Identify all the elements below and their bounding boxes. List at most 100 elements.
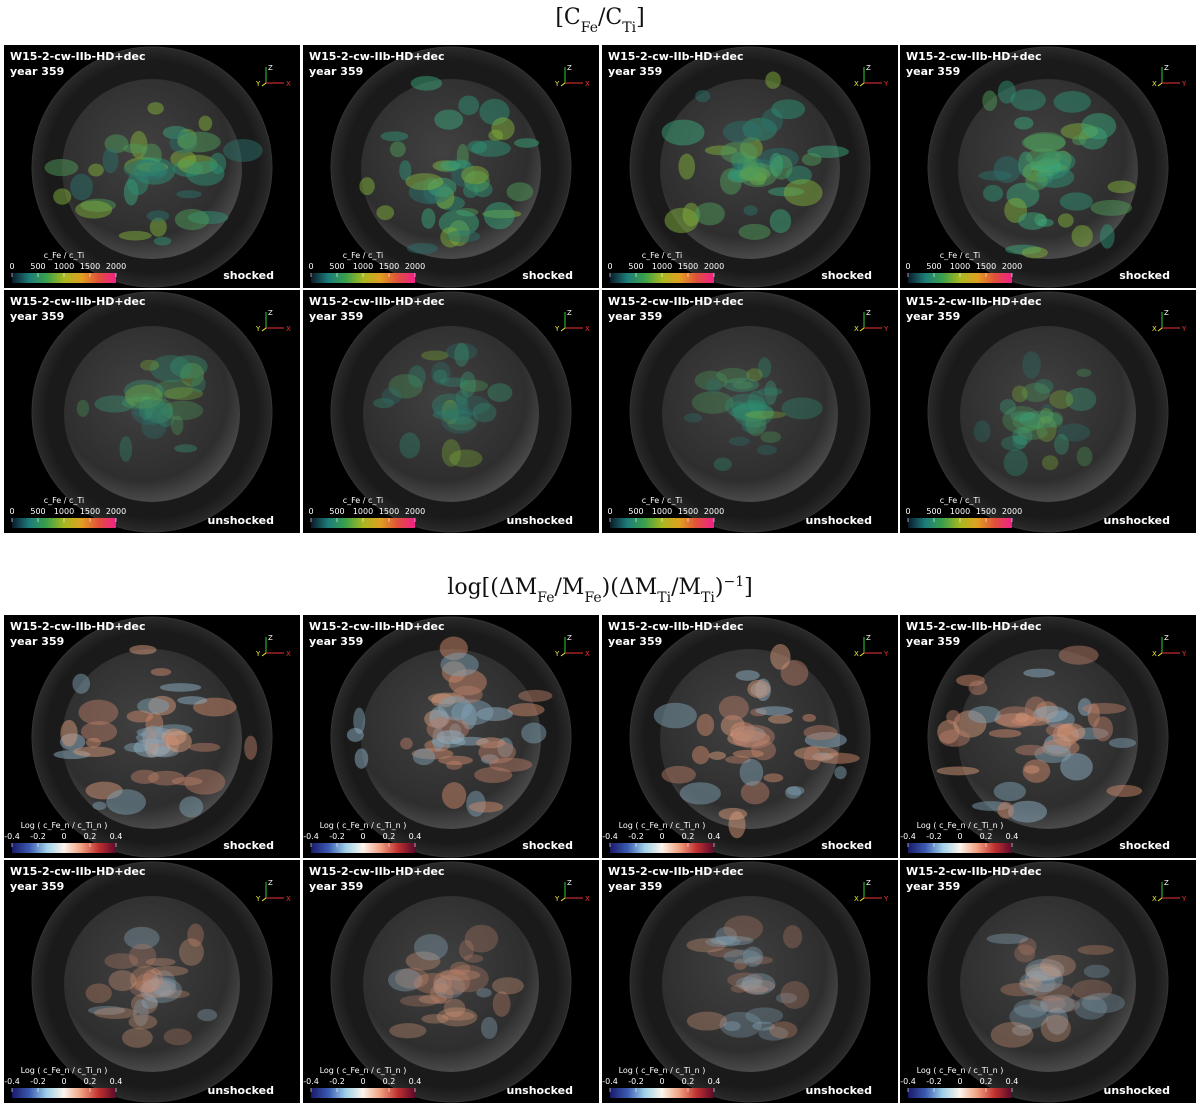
ejecta-blob [723,377,760,392]
ejecta-blob [106,789,147,815]
colorbar-tick-label: 0 [607,262,612,271]
state-label: shocked [223,839,274,852]
ejecta-blob [732,749,764,758]
colorbar-title: c_Fe / c_Ti [940,496,981,505]
ejecta-blob [441,439,461,467]
colorbar [12,843,116,853]
ejecta-blob [75,200,113,219]
model-label: W15-2-cw-IIb-HD+dec [906,865,1042,878]
ejecta-blob [686,938,727,953]
ejecta-blob [438,755,473,765]
ejecta-blob [1072,135,1087,146]
colorbar-tick-label: 0.4 [1006,832,1019,841]
colorbar-tick-label: 0 [360,1077,365,1086]
ejecta-blob [661,119,705,146]
ejecta-blob [410,75,443,91]
ejecta-blob [400,737,413,750]
ejecta-blob [359,177,375,196]
ejecta-blob [1000,982,1038,997]
axis-label: Z [268,64,273,72]
ejecta-blob [1011,716,1051,727]
ejecta-blob [938,729,971,747]
ejecta-blob [421,1014,449,1024]
axis-d [1157,652,1163,657]
model-label: W15-2-cw-IIb-HD+dec [10,50,146,63]
ejecta-blob [723,1021,741,1032]
ejecta-blob [85,983,112,1004]
axis-d [859,82,865,87]
ejecta-blob [1058,645,1099,665]
ejecta-blob [1018,410,1063,429]
colorbar-tick-label: -0.2 [926,832,942,841]
ejecta-blob [86,737,102,748]
ejecta-blob [1056,723,1086,742]
ejecta-blob [177,696,208,705]
colorbar-tick-label: 0.4 [110,1077,123,1086]
ejecta-blob [691,391,734,414]
ejecta-blob [1076,368,1092,377]
ejecta-blob [747,390,766,414]
axis-label: Z [567,64,572,72]
panel: W15-2-cw-IIb-HD+dec year 359 ZY X Log ( c_Fe… [303,615,599,858]
title-part: ] [744,575,753,600]
inner-sphere [960,896,1136,1072]
ejecta-blob [1053,90,1092,113]
ejecta-blob [758,357,772,378]
ejecta-blob [1021,133,1066,152]
ejecta-blob [1036,415,1057,443]
ejecta-blob [1009,1004,1049,1030]
colorbar-tick-label: 0 [9,507,14,516]
ejecta-blob [140,359,160,371]
section-title: [CFe/CTi] [555,5,644,36]
ejecta-blob [1040,997,1081,1013]
axis-label: Y [1181,895,1187,903]
axis-label: X [854,895,859,903]
ejecta-blob [769,1021,798,1039]
colorbar-title: Log ( c_Fe_n / c_Ti_n ) [619,1066,706,1075]
title-part: Fe [581,20,598,36]
ejecta-blob [164,387,204,401]
ejecta-blob [76,399,90,417]
ejecta-blob [722,120,763,144]
ejecta-blob [730,403,775,422]
ejecta-blob [381,387,402,405]
axis-label: Y [1181,325,1187,333]
ejecta-blob [696,713,715,737]
model-label: W15-2-cw-IIb-HD+dec [906,620,1042,633]
ejecta-blob [380,131,409,142]
state-label: unshocked [208,514,274,527]
ejecta-blob [463,183,479,198]
ejecta-blob [147,102,164,115]
section-title: log[(ΔMFe/MFe)(ΔMTi/MTi)−1] [447,574,752,606]
ejecta-blob [244,735,258,760]
axis-d [261,82,267,87]
ejecta-blob [735,670,760,681]
title-part: /M [671,575,701,600]
ejecta-blob [178,938,204,966]
ejecta-blob [476,988,492,998]
ejecta-blob [815,752,860,764]
title-part: log[(ΔM [447,575,537,600]
ejecta-blob [60,719,78,747]
ejecta-blob [1020,978,1043,989]
panel: W15-2-cw-IIb-HD+dec year 359 ZX Y Log ( c_Fe… [900,615,1196,858]
panel: W15-2-cw-IIb-HD+dec year 359 ZX Yc_Fe / c_T… [602,45,898,288]
colorbar-title: c_Fe / c_Ti [940,251,981,260]
ejecta-blob [1029,995,1066,1013]
colorbar-tick-label: 1000 [353,262,373,271]
colorbar-title: Log ( c_Fe_n / c_Ti_n ) [619,821,706,830]
ejecta-blob [1099,224,1115,249]
colorbar-tick-label: 1000 [950,507,970,516]
ejecta-blob [478,740,517,764]
inner-sphere [960,326,1136,502]
axis-label: X [854,325,859,333]
ejecta-blob [441,399,460,425]
ejecta-blob [730,984,748,993]
colorbar [908,843,1012,853]
colorbar-tick-label: 0.2 [682,1077,695,1086]
ejecta-blob [1033,983,1074,1002]
ejecta-blob [741,973,776,995]
ejecta-blob [1074,995,1108,1020]
ejecta-blob [492,991,511,1017]
ejecta-blob [124,384,163,409]
